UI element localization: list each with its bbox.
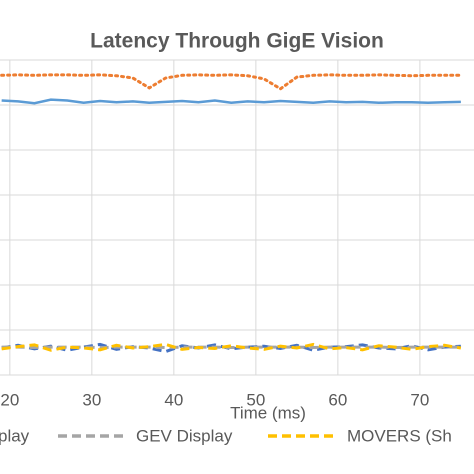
x-tick-label: 60 [328,390,347,409]
series-line [1,342,462,352]
legend-label: MOVERS (Sh [347,426,452,445]
chart-title: Latency Through GigE Vision [90,30,384,53]
x-tick-label: 70 [410,390,429,409]
x-tick-label: 50 [246,390,265,409]
series-line [0,73,463,91]
x-tick-label: 30 [82,390,101,409]
legend-label: play [0,426,30,445]
x-tick-label: 40 [164,390,183,409]
series-line [1,98,461,105]
legend-label: GEV Display [136,426,233,445]
x-axis-title: Time (ms) [230,403,306,422]
x-tick-label: 20 [0,390,19,409]
